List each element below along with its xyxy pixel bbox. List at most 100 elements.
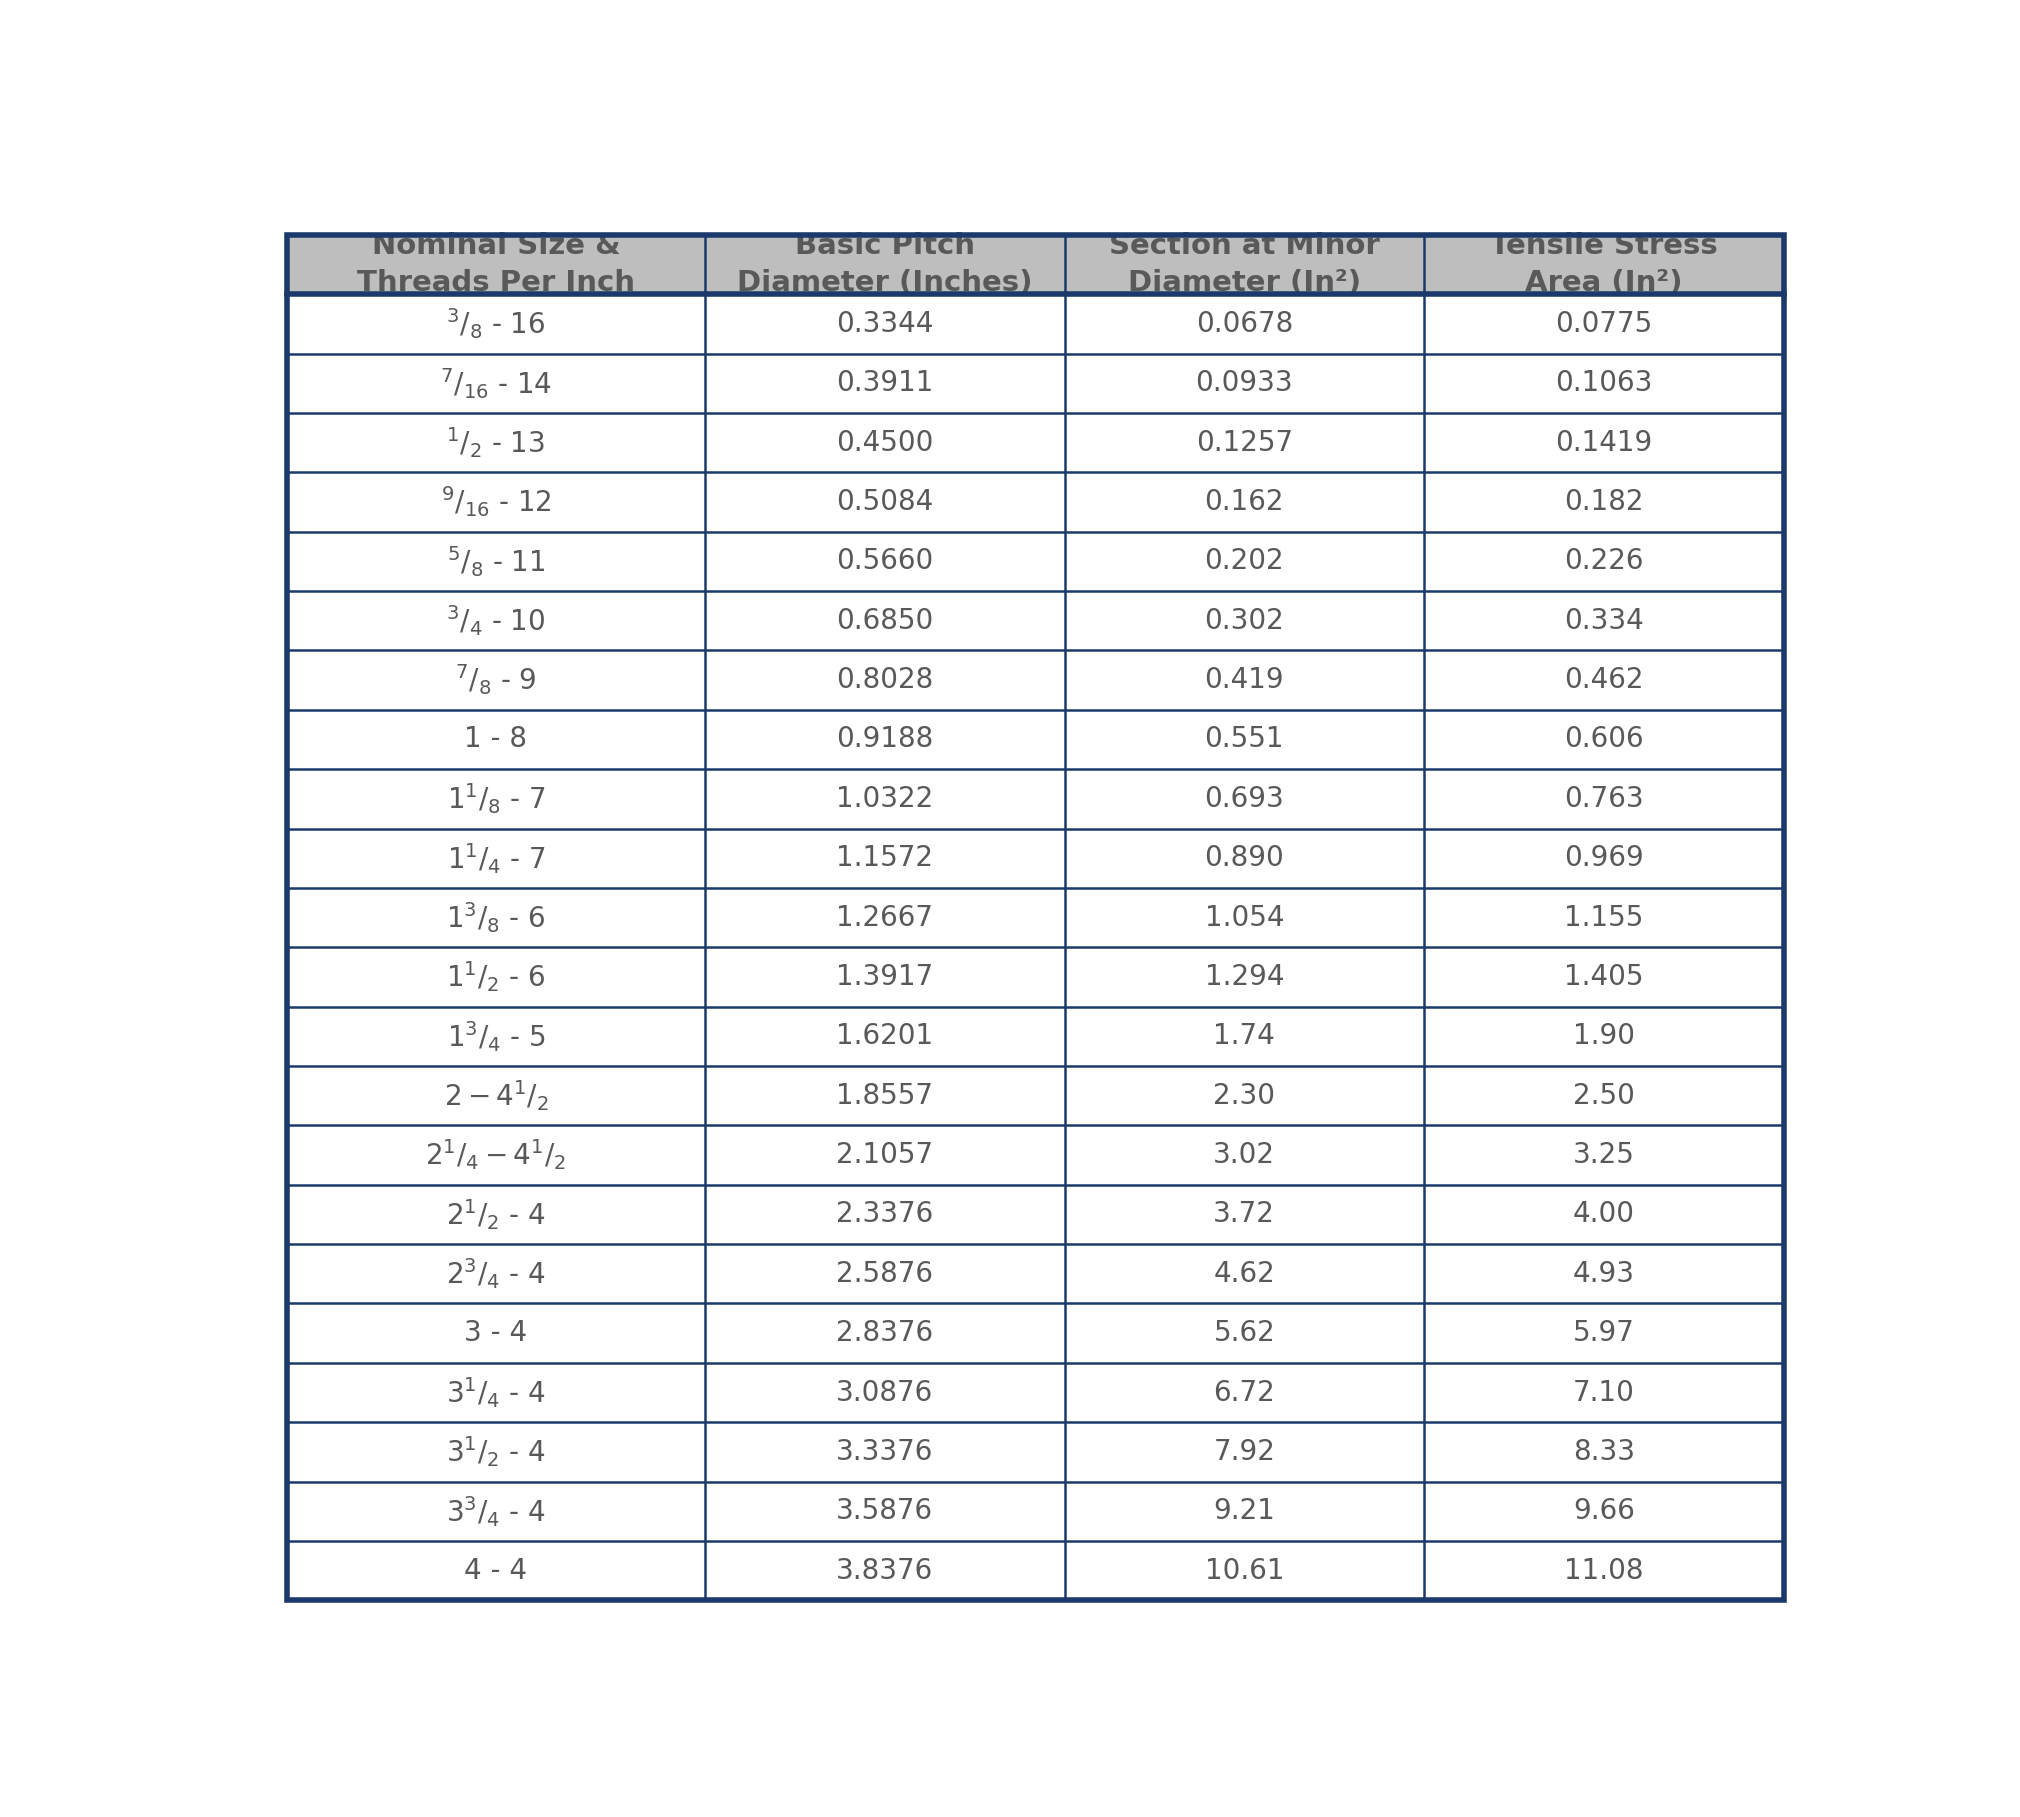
Bar: [705, 710, 1065, 769]
Bar: [287, 532, 705, 591]
Text: 7.92: 7.92: [1214, 1437, 1275, 1466]
Bar: [1424, 829, 1784, 889]
Bar: [1424, 769, 1784, 829]
Bar: [287, 1185, 705, 1245]
Text: 0.162: 0.162: [1204, 489, 1285, 516]
Text: 0.0775: 0.0775: [1555, 311, 1652, 338]
Bar: [287, 829, 705, 889]
Bar: [705, 1303, 1065, 1363]
Bar: [1424, 532, 1784, 591]
Text: 4.00: 4.00: [1574, 1201, 1634, 1228]
Text: 8.33: 8.33: [1574, 1437, 1634, 1466]
Bar: [1424, 1363, 1784, 1423]
Text: 0.202: 0.202: [1204, 547, 1285, 576]
Bar: [705, 412, 1065, 472]
Bar: [1065, 294, 1424, 354]
Text: 0.0933: 0.0933: [1196, 369, 1293, 398]
Text: 0.3344: 0.3344: [836, 311, 933, 338]
Bar: [705, 650, 1065, 710]
Bar: [1065, 1125, 1424, 1185]
Bar: [287, 710, 705, 769]
Text: 0.462: 0.462: [1563, 667, 1644, 694]
Text: 0.763: 0.763: [1563, 785, 1644, 812]
Bar: [1065, 472, 1424, 532]
Text: 11.08: 11.08: [1563, 1557, 1644, 1584]
Bar: [705, 1007, 1065, 1067]
Text: $\mathregular{3^3/_4}$ - 4: $\mathregular{3^3/_4}$ - 4: [446, 1494, 545, 1528]
Bar: [705, 829, 1065, 889]
Bar: [1065, 769, 1424, 829]
Bar: [287, 1125, 705, 1185]
Bar: [1424, 1007, 1784, 1067]
Text: $\mathregular{1^1/_2}$ - 6: $\mathregular{1^1/_2}$ - 6: [446, 959, 545, 994]
Bar: [1065, 889, 1424, 947]
Bar: [1424, 472, 1784, 532]
Text: $\mathregular{1^3/_8}$ - 6: $\mathregular{1^3/_8}$ - 6: [446, 899, 545, 936]
Text: 2.8376: 2.8376: [836, 1319, 933, 1346]
Bar: [705, 1125, 1065, 1185]
Text: 0.302: 0.302: [1204, 607, 1285, 634]
Bar: [705, 472, 1065, 532]
Bar: [1424, 1303, 1784, 1363]
Text: 4.62: 4.62: [1214, 1259, 1275, 1288]
Text: 2.3376: 2.3376: [836, 1201, 933, 1228]
Text: 3 - 4: 3 - 4: [465, 1319, 527, 1346]
Text: 0.969: 0.969: [1563, 845, 1644, 872]
Text: Basic Pitch
Diameter (Inches): Basic Pitch Diameter (Inches): [737, 233, 1032, 296]
Bar: [1065, 1541, 1424, 1601]
Text: 0.1257: 0.1257: [1196, 429, 1293, 456]
Text: $\mathregular{^5/_8}$ - 11: $\mathregular{^5/_8}$ - 11: [446, 543, 545, 580]
Bar: [287, 1303, 705, 1363]
Text: $\mathregular{2^1/_4 - 4^1/_2}$: $\mathregular{2^1/_4 - 4^1/_2}$: [426, 1137, 566, 1172]
Text: 3.25: 3.25: [1574, 1141, 1634, 1168]
Text: 0.606: 0.606: [1563, 725, 1644, 754]
Text: 1.155: 1.155: [1563, 903, 1644, 932]
Text: $\mathregular{^1/_2}$ - 13: $\mathregular{^1/_2}$ - 13: [446, 425, 545, 460]
Bar: [705, 1363, 1065, 1423]
Text: 1.8557: 1.8557: [836, 1081, 933, 1110]
Text: 1.74: 1.74: [1214, 1023, 1275, 1050]
Bar: [705, 234, 1065, 294]
Bar: [1065, 710, 1424, 769]
Text: $\mathregular{^9/_{16}}$ - 12: $\mathregular{^9/_{16}}$ - 12: [440, 485, 551, 520]
Bar: [1065, 1303, 1424, 1363]
Bar: [1065, 1245, 1424, 1303]
Bar: [287, 1541, 705, 1601]
Text: 0.226: 0.226: [1563, 547, 1644, 576]
Bar: [705, 354, 1065, 412]
Bar: [1424, 412, 1784, 472]
Bar: [1065, 354, 1424, 412]
Text: 0.8028: 0.8028: [836, 667, 933, 694]
Bar: [705, 1481, 1065, 1541]
Bar: [1424, 294, 1784, 354]
Bar: [1424, 1541, 1784, 1601]
Bar: [705, 1423, 1065, 1481]
Bar: [287, 472, 705, 532]
Text: $\mathregular{3^1/_4}$ - 4: $\mathregular{3^1/_4}$ - 4: [446, 1375, 545, 1410]
Text: 3.72: 3.72: [1214, 1201, 1275, 1228]
Text: 0.1419: 0.1419: [1555, 429, 1652, 456]
Bar: [1424, 650, 1784, 710]
Bar: [287, 889, 705, 947]
Text: 4 - 4: 4 - 4: [465, 1557, 527, 1584]
Text: 0.3911: 0.3911: [836, 369, 933, 398]
Text: 1.405: 1.405: [1563, 963, 1644, 990]
Text: 0.5660: 0.5660: [836, 547, 933, 576]
Bar: [705, 889, 1065, 947]
Bar: [1424, 1067, 1784, 1125]
Text: 3.0876: 3.0876: [836, 1379, 933, 1406]
Text: 1.2667: 1.2667: [836, 903, 933, 932]
Bar: [705, 294, 1065, 354]
Text: 10.61: 10.61: [1204, 1557, 1285, 1584]
Text: 0.9188: 0.9188: [836, 725, 933, 754]
Bar: [1065, 650, 1424, 710]
Bar: [287, 1363, 705, 1423]
Text: $\mathregular{^7/_8}$ - 9: $\mathregular{^7/_8}$ - 9: [454, 663, 537, 698]
Text: 3.8376: 3.8376: [836, 1557, 933, 1584]
Text: 7.10: 7.10: [1574, 1379, 1634, 1406]
Bar: [1424, 1423, 1784, 1481]
Bar: [1424, 889, 1784, 947]
Bar: [1065, 829, 1424, 889]
Bar: [1065, 1423, 1424, 1481]
Bar: [1424, 234, 1784, 294]
